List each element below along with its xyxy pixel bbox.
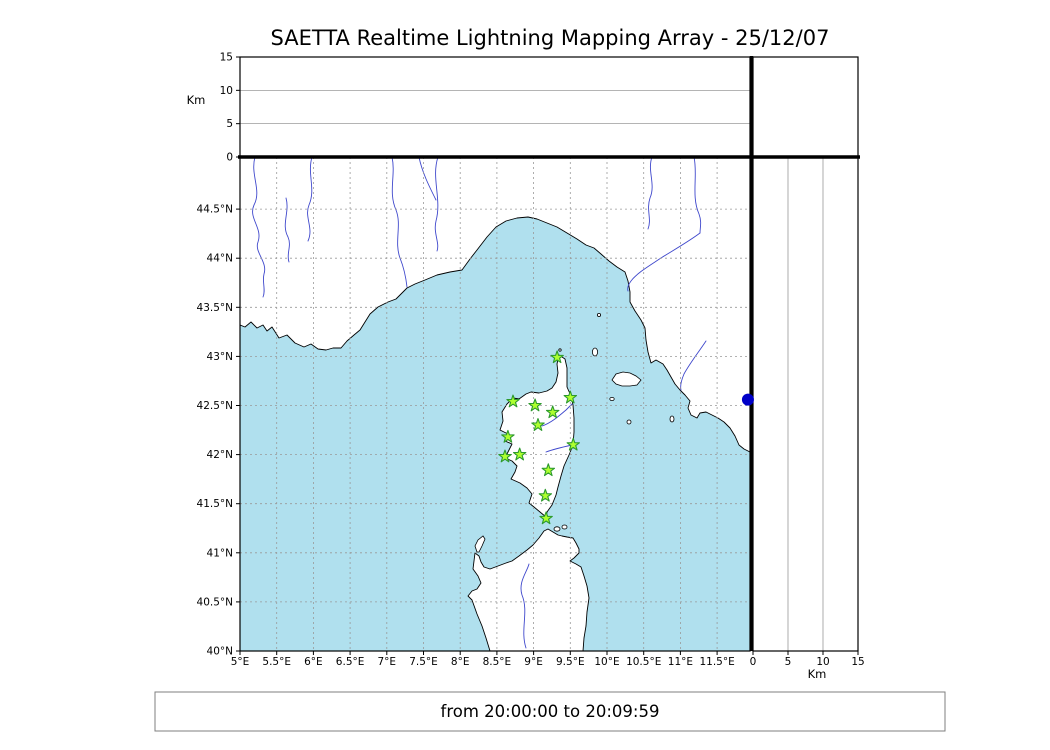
station-star (501, 429, 515, 443)
station-star (550, 350, 564, 364)
station-star (563, 390, 578, 404)
lon-tick-label: 6.5°E (336, 656, 365, 668)
river (307, 157, 313, 242)
river (252, 157, 266, 298)
alt-tick-label: 0 (226, 152, 233, 164)
time-range-box (154, 691, 946, 732)
lon-tick-label: 8.5°E (483, 656, 512, 668)
stations-layer (498, 350, 580, 525)
lat-tick-label: 41.5°N (197, 498, 233, 510)
river (627, 232, 701, 292)
alt-tick-label: 10 (220, 85, 233, 97)
station-star (531, 418, 545, 431)
station-star (545, 405, 560, 419)
map-grid (240, 157, 750, 651)
km-axis-label-right: Km (808, 667, 827, 681)
montecristo-island (626, 419, 632, 425)
lat-tick-label: 40.5°N (197, 596, 233, 608)
river (434, 157, 439, 252)
lon-tick-label: 8°E (451, 656, 470, 668)
map-panel (240, 157, 750, 651)
lat-tick-label: 44.5°N (197, 204, 233, 216)
lon-tick-label: 10.5°E (626, 656, 661, 668)
alt-tick-label: 5 (226, 118, 233, 130)
lon-tick-label: 9°E (524, 656, 543, 668)
lon-tick-label: 10°E (594, 656, 619, 668)
caprera-island (561, 524, 568, 530)
capraia-island (592, 347, 599, 357)
river (647, 157, 653, 230)
lat-tick-label: 43.5°N (197, 302, 233, 314)
station-star (512, 447, 527, 461)
river (418, 157, 437, 201)
river (520, 563, 530, 649)
corner-panel (752, 56, 859, 158)
river (693, 157, 702, 234)
sardinia-coast (467, 528, 590, 651)
river (545, 444, 573, 453)
lon-tick-label: 11°E (668, 656, 693, 668)
station-star (528, 398, 542, 412)
altitude-panel (239, 56, 751, 158)
rp-tick-label: 15 (851, 656, 864, 668)
station-star (566, 437, 580, 451)
km-axis-label-top: Km (187, 93, 206, 107)
lon-tick-label: 9.5°E (556, 656, 585, 668)
corsica-coast (499, 354, 575, 518)
river (284, 197, 290, 263)
station-star (539, 511, 553, 525)
station-star (506, 394, 520, 408)
giglio-island (669, 415, 675, 423)
axes-layer: 5°E 5.5°E 6°E 6.5°E 7°E 7.5°E 8°E 8.5°E 9°E 9.5°E… (197, 52, 865, 669)
lat-tick-label: 42°N (207, 449, 233, 461)
lon-tick-label: 6°E (304, 656, 323, 668)
mainland-coast (240, 157, 750, 453)
giraglia-island (558, 348, 562, 352)
gorgona-island (597, 312, 602, 317)
river (680, 340, 707, 391)
lon-tick-label: 11.5°E (699, 656, 734, 668)
lat-altitude-panel-grid (787, 157, 824, 651)
lat-tick-label: 42.5°N (197, 400, 233, 412)
station-star (538, 488, 553, 502)
altitude-panel-grid (240, 89, 750, 125)
page-title: SAETTA Realtime Lightning Mapping Array … (271, 26, 830, 50)
rp-tick-label: 10 (816, 656, 829, 668)
edge-marker-dot (741, 393, 754, 406)
station-star (498, 449, 512, 463)
lat-tick-label: 43°N (207, 351, 233, 363)
rp-tick-label: 5 (785, 656, 792, 668)
lat-tick-label: 41°N (207, 547, 233, 559)
lat-tick-label: 40°N (207, 646, 233, 658)
lat-altitude-panel (752, 156, 859, 652)
river (391, 157, 408, 288)
lon-tick-label: 5°E (231, 656, 250, 668)
lat-tick-label: 44°N (207, 253, 233, 265)
markers-layer (741, 393, 754, 406)
maddalena-island (553, 526, 561, 532)
time-range-label: from 20:00:00 to 20:09:59 (441, 702, 660, 721)
elba-island (611, 371, 642, 387)
lon-tick-label: 7.5°E (409, 656, 438, 668)
lon-tick-label: 5.5°E (262, 656, 291, 668)
lon-tick-label: 7°E (378, 656, 397, 668)
pianosa-island (609, 396, 615, 401)
station-star (541, 463, 556, 477)
alt-tick-label: 15 (220, 52, 233, 64)
rp-tick-label: 0 (750, 656, 757, 668)
asinara-island (474, 535, 486, 553)
